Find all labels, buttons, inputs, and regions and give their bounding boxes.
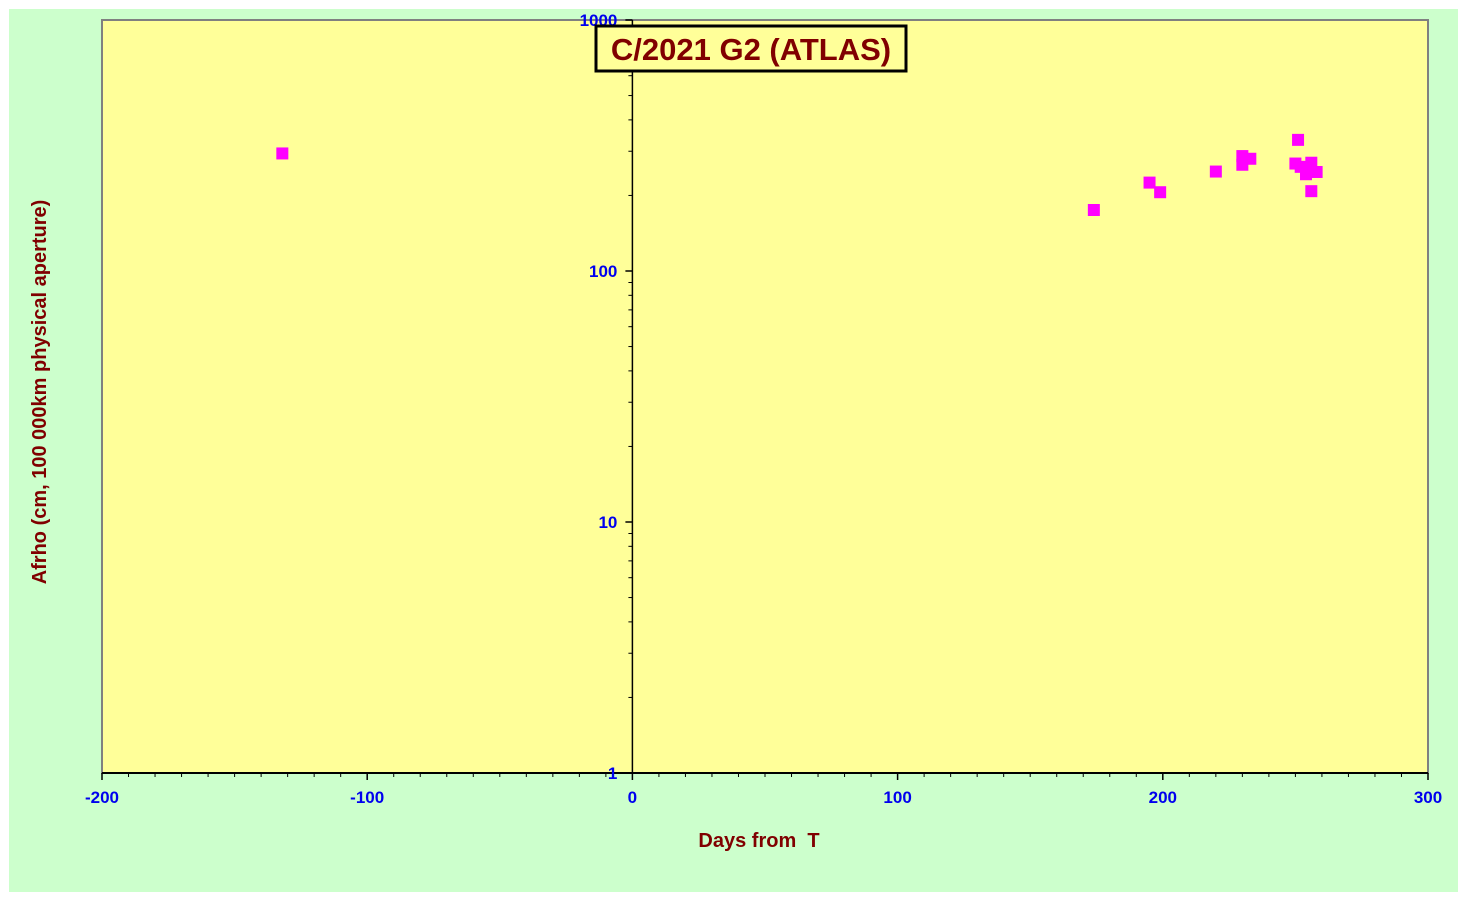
axes [101,19,1429,780]
x-tick-label: 300 [1414,788,1442,807]
data-point [1310,165,1323,178]
data-point [1154,186,1167,199]
data-point [276,147,289,160]
x-tick-label: -200 [85,788,119,807]
data-point [1300,168,1313,181]
chart-area: -200 -100 0 100 200 300 1 10 100 1000 C/2021 G2 (… [9,9,1458,892]
x-tick-label: -100 [350,788,384,807]
x-tick-label: 200 [1149,788,1177,807]
data-points [276,133,1323,216]
data-point [1143,176,1156,189]
data-point [1305,185,1318,198]
y-axis-title: Afrho (cm, 100 000km physical aperture) [29,200,51,585]
plot-area [101,19,1429,774]
y-tick-label: 1 [608,764,617,783]
chart-title-frame [594,24,908,73]
data-point [1305,156,1318,169]
data-point [1244,152,1257,165]
data-point [1209,165,1222,178]
chart-title: C/2021 G2 (ATLAS) [611,32,891,67]
chart-title-box: C/2021 G2 (ATLAS) [594,24,908,73]
data-point [1087,203,1100,216]
x-tick-label: 100 [883,788,911,807]
x-tick-label: 0 [628,788,637,807]
x-axis-title: Days from T [698,830,819,852]
y-tick-label: 100 [589,262,617,281]
data-point [1292,133,1305,146]
y-tick-label: 10 [598,513,617,532]
